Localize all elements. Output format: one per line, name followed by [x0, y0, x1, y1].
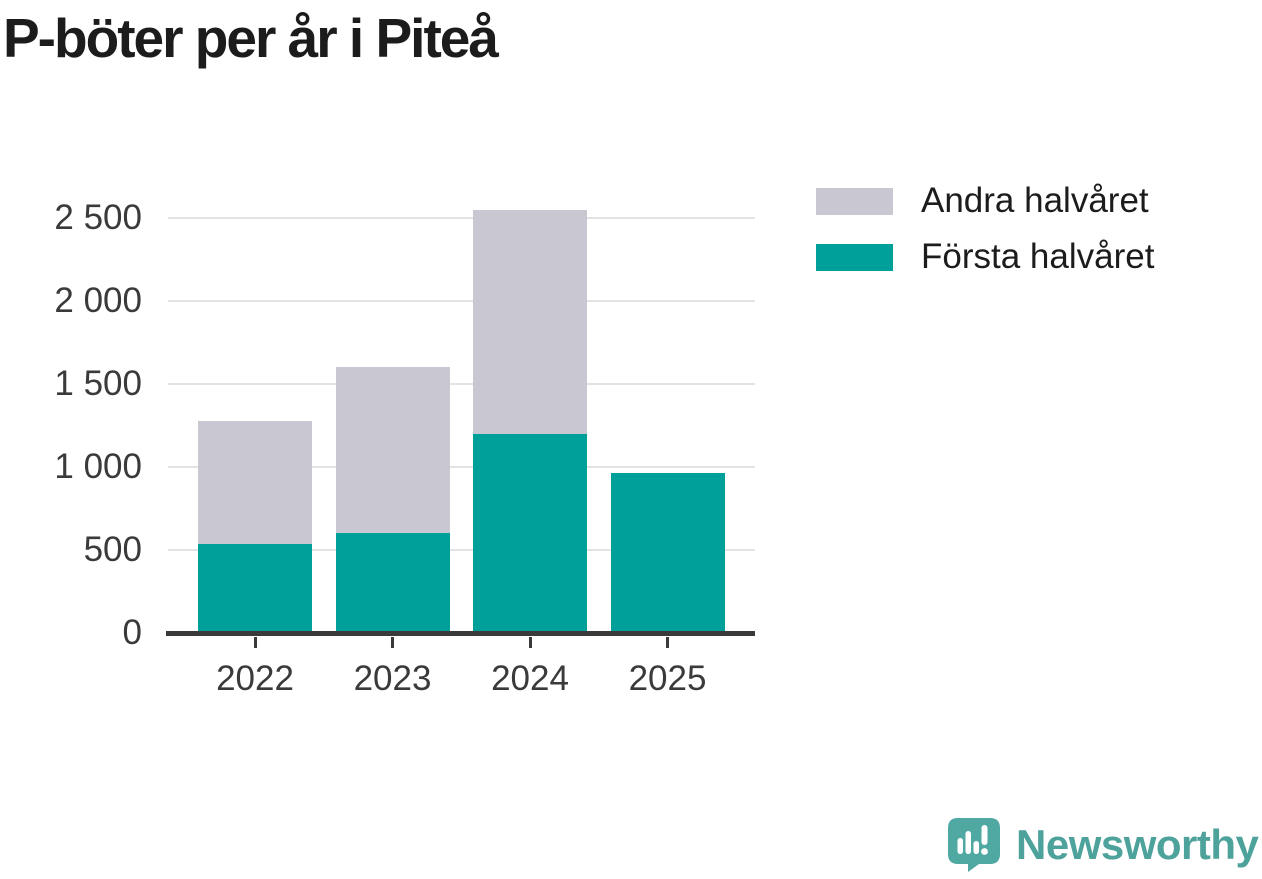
bar-segment-2024-second-half	[473, 209, 587, 434]
x-tick	[528, 637, 532, 648]
legend-label: Andra halvåret	[921, 181, 1149, 220]
y-tick-label: 2 500	[54, 198, 142, 237]
y-gridline	[168, 300, 755, 302]
y-tick-label: 0	[122, 613, 142, 652]
newsworthy-logo-icon	[948, 818, 1000, 872]
legend-swatch-second-half	[816, 187, 893, 215]
bar-segment-2023-first-half	[335, 533, 450, 633]
y-tick-label: 1 500	[54, 364, 142, 403]
y-gridline	[168, 466, 755, 468]
x-tick-label: 2025	[628, 659, 707, 698]
x-tick-label: 2023	[353, 659, 432, 698]
bar-segment-2022-second-half	[198, 421, 312, 545]
newsworthy-branding: Newsworthy	[948, 818, 1259, 872]
newsworthy-wordmark: Newsworthy	[1016, 821, 1259, 868]
y-gridline	[168, 383, 755, 385]
legend-item-andra-halvaret: Andra halvåret	[816, 181, 1154, 220]
bar-segment-2025-first-half	[610, 472, 725, 633]
y-tick-label: 500	[83, 530, 142, 569]
legend-item-forsta-halvaret: Första halvåret	[816, 237, 1154, 276]
x-tick	[666, 637, 669, 648]
y-gridline	[168, 217, 755, 219]
chart-legend: Andra halvåret Första halvåret	[816, 181, 1154, 298]
x-tick	[253, 637, 257, 648]
bar-segment-2024-first-half	[473, 433, 587, 633]
bar-segment-2023-second-half	[335, 367, 450, 534]
x-tick-label: 2024	[491, 659, 569, 698]
chart-title: P-böter per år i Piteå	[3, 7, 499, 69]
x-tick	[391, 637, 394, 648]
bar-segment-2022-first-half	[198, 544, 312, 633]
y-gridline	[168, 549, 755, 551]
x-axis-line	[166, 631, 755, 636]
legend-label: Första halvåret	[921, 237, 1155, 276]
x-tick-label: 2022	[216, 659, 294, 698]
y-tick-label: 1 000	[54, 447, 142, 486]
y-tick-label: 2 000	[54, 281, 142, 320]
legend-swatch-first-half	[816, 243, 893, 271]
